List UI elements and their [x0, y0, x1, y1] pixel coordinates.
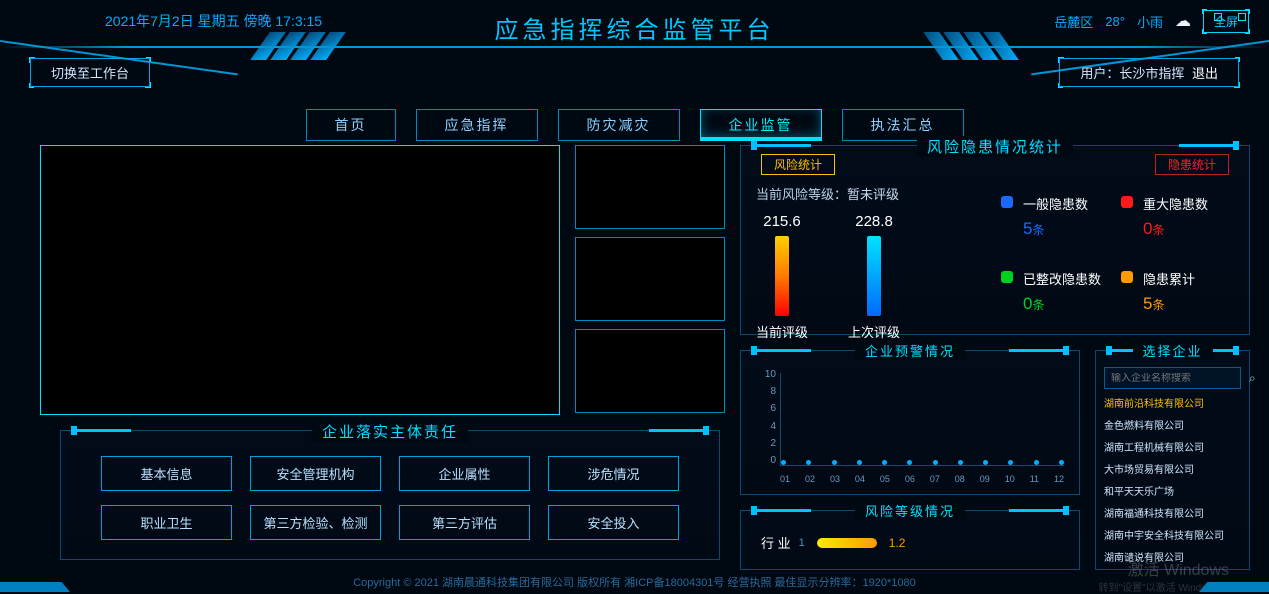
- risk-current-value: 暂未评级: [847, 187, 899, 202]
- weather-location: 岳麓区: [1054, 12, 1093, 31]
- responsibility-button[interactable]: 安全管理机构: [250, 456, 381, 491]
- chart-point: [907, 460, 912, 465]
- chart-point: [1059, 460, 1064, 465]
- gauge-bar: [775, 236, 789, 316]
- risk-level-title: 风险等级情况: [855, 501, 965, 520]
- logout-link[interactable]: 退出: [1192, 66, 1218, 81]
- chart-point: [933, 460, 938, 465]
- weather-icon: ☁: [1175, 11, 1191, 31]
- user-prefix: 用户：: [1080, 66, 1119, 81]
- chart-point: [1008, 460, 1013, 465]
- chart-point: [882, 460, 887, 465]
- responsibility-panel: 企业落实主体责任 基本信息安全管理机构企业属性涉危情况职业卫生第三方检验、检测第…: [60, 430, 720, 560]
- video-thumb-list: [575, 145, 725, 413]
- risk-stats-panel: 风险隐患情况统计 风险统计 隐患统计 当前风险等级：暂未评级 215.6当前评级…: [740, 145, 1250, 335]
- risk-current-label: 当前风险等级：: [756, 187, 847, 202]
- enterprise-panel-title: 选择企业: [1132, 341, 1212, 360]
- weather-info: 岳麓区 28° 小雨 ☁ 全屏: [1054, 10, 1249, 33]
- risk-level-bar: [817, 538, 877, 548]
- stat-dot: [1001, 196, 1013, 208]
- risk-tag-right: 隐患统计: [1155, 154, 1229, 175]
- stat-value: 5条: [1023, 219, 1088, 239]
- gauge-value: 215.6: [763, 213, 801, 230]
- main-nav: 首页应急指挥防灾减灾企业监管执法汇总: [0, 109, 1269, 141]
- fullscreen-button[interactable]: 全屏: [1203, 10, 1249, 33]
- video-main[interactable]: [40, 145, 560, 415]
- decor-bottom-right: [1199, 582, 1269, 592]
- risk-panel-title: 风险隐患情况统计: [917, 136, 1073, 157]
- user-info-box: 用户：长沙市指挥 退出: [1059, 58, 1239, 87]
- decor-bottom-left: [0, 582, 70, 592]
- responsibility-button[interactable]: 安全投入: [548, 505, 679, 540]
- enterprise-item[interactable]: 湖南工程机械有限公司: [1104, 439, 1241, 454]
- chart-point: [806, 460, 811, 465]
- search-icon[interactable]: ⌕: [1249, 371, 1262, 386]
- nav-tab-1[interactable]: 应急指挥: [416, 109, 538, 141]
- chart-point: [1034, 460, 1039, 465]
- stat-name: 隐患累计: [1143, 269, 1195, 288]
- stat-value: 0条: [1023, 294, 1101, 314]
- stat-value: 0条: [1143, 219, 1208, 239]
- app-title: 应急指挥综合监管平台: [495, 10, 775, 45]
- risk-tag-left: 风险统计: [761, 154, 835, 175]
- alert-panel-title: 企业预警情况: [855, 341, 965, 360]
- datetime-text: 2021年7月2日 星期五 傍晚 17:3:15: [105, 11, 322, 31]
- risk-level-panel: 风险等级情况 行 业 1 1.2: [740, 510, 1080, 570]
- nav-tab-0[interactable]: 首页: [306, 109, 396, 141]
- responsibility-button[interactable]: 基本信息: [101, 456, 232, 491]
- switch-workspace-button[interactable]: 切换至工作台: [30, 58, 150, 87]
- video-thumb[interactable]: [575, 145, 725, 229]
- gauge-label: 上次评级: [848, 322, 900, 341]
- responsibility-button[interactable]: 第三方检验、检测: [250, 505, 381, 540]
- risk-level-tick: 1: [799, 537, 805, 549]
- gauge-label: 当前评级: [756, 322, 808, 341]
- alert-panel: 企业预警情况 1086420 010203040506070809101112: [740, 350, 1080, 495]
- enterprise-panel: 选择企业 ⌕ 湖南前沿科技有限公司金色燃料有限公司湖南工程机械有限公司大市场贸易…: [1095, 350, 1250, 570]
- gauge-bar: [867, 236, 881, 316]
- risk-level-value: 1.2: [889, 536, 906, 550]
- weather-temp: 28°: [1105, 14, 1125, 29]
- enterprise-item[interactable]: 金色燃料有限公司: [1104, 417, 1241, 432]
- decor-topline: [0, 46, 1269, 48]
- weather-condition: 小雨: [1137, 12, 1163, 31]
- enterprise-item[interactable]: 大市场贸易有限公司: [1104, 461, 1241, 476]
- nav-tab-3[interactable]: 企业监管: [700, 109, 822, 141]
- enterprise-search-input[interactable]: [1105, 373, 1249, 384]
- enterprise-item[interactable]: 和平天天乐广场: [1104, 483, 1241, 498]
- stat-dot: [1121, 271, 1133, 283]
- stat-value: 5条: [1143, 294, 1195, 314]
- responsibility-button[interactable]: 企业属性: [399, 456, 530, 491]
- user-name: 长沙市指挥: [1119, 66, 1184, 81]
- chart-point: [983, 460, 988, 465]
- responsibility-button[interactable]: 第三方评估: [399, 505, 530, 540]
- chart-point: [832, 460, 837, 465]
- enterprise-item[interactable]: 湖南前沿科技有限公司: [1104, 395, 1241, 410]
- enterprise-item[interactable]: 湖南中宇安全科技有限公司: [1104, 527, 1241, 542]
- chart-point: [781, 460, 786, 465]
- risk-level-row-label: 行 业: [761, 533, 791, 552]
- watermark-line1: 激活 Windows: [1128, 556, 1229, 580]
- footer-text: Copyright © 2021 湖南晨通科技集团有限公司 版权所有 湘ICP备…: [0, 574, 1269, 590]
- responsibility-title: 企业落实主体责任: [312, 421, 468, 442]
- chart-point: [857, 460, 862, 465]
- responsibility-button[interactable]: 职业卫生: [101, 505, 232, 540]
- stat-name: 一般隐患数: [1023, 194, 1088, 213]
- stat-dot: [1121, 196, 1133, 208]
- video-thumb[interactable]: [575, 237, 725, 321]
- responsibility-button[interactable]: 涉危情况: [548, 456, 679, 491]
- video-thumb[interactable]: [575, 329, 725, 413]
- nav-tab-2[interactable]: 防灾减灾: [558, 109, 680, 141]
- stat-dot: [1001, 271, 1013, 283]
- stat-name: 已整改隐患数: [1023, 269, 1101, 288]
- stat-name: 重大隐患数: [1143, 194, 1208, 213]
- gauge-value: 228.8: [855, 213, 893, 230]
- chart-point: [958, 460, 963, 465]
- enterprise-item[interactable]: 湖南福通科技有限公司: [1104, 505, 1241, 520]
